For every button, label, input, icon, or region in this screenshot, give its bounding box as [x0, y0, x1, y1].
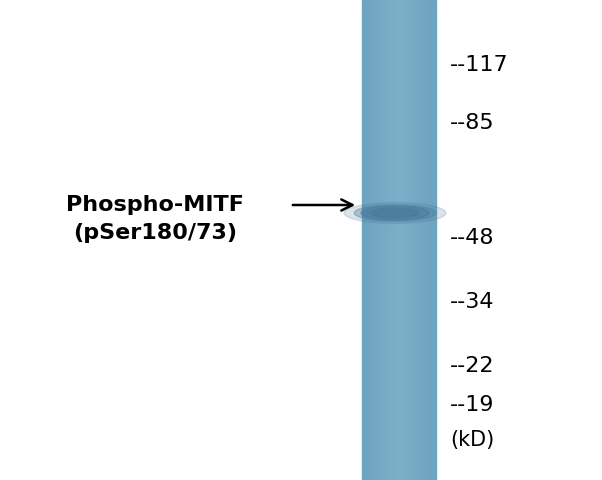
Bar [429, 0, 430, 480]
Text: --22: --22 [450, 356, 494, 376]
Bar [425, 0, 426, 480]
Bar [377, 0, 378, 480]
Bar [386, 0, 387, 480]
Bar [418, 0, 420, 480]
Ellipse shape [354, 204, 436, 221]
Bar [384, 0, 385, 480]
Bar [374, 0, 375, 480]
Bar [382, 0, 383, 480]
Bar [399, 0, 401, 480]
Bar [388, 0, 389, 480]
Bar [392, 0, 394, 480]
Bar [365, 0, 366, 480]
Text: --19: --19 [450, 395, 494, 415]
Bar [430, 0, 432, 480]
Bar [397, 0, 398, 480]
Bar [393, 0, 394, 480]
Text: --34: --34 [450, 292, 494, 312]
Bar [381, 0, 383, 480]
Bar [372, 0, 373, 480]
Bar [409, 0, 411, 480]
Bar [367, 0, 368, 480]
Text: --85: --85 [450, 113, 495, 133]
Bar [375, 0, 376, 480]
Bar [371, 0, 373, 480]
Bar [385, 0, 386, 480]
Bar [402, 0, 403, 480]
Bar [432, 0, 433, 480]
Bar [415, 0, 417, 480]
Bar [427, 0, 429, 480]
Bar [373, 0, 374, 480]
Text: --117: --117 [450, 55, 509, 75]
Bar [379, 0, 380, 480]
Bar [408, 0, 409, 480]
Bar [397, 0, 399, 480]
Bar [365, 0, 367, 480]
Bar [399, 0, 400, 480]
Text: (kD): (kD) [450, 430, 494, 450]
Bar [362, 0, 364, 480]
Bar [369, 0, 371, 480]
Text: (pSer180/73): (pSer180/73) [73, 223, 237, 243]
Bar [409, 0, 410, 480]
Bar [429, 0, 431, 480]
Bar [420, 0, 422, 480]
Bar [413, 0, 415, 480]
Bar [426, 0, 427, 480]
Bar [402, 0, 403, 480]
Bar [411, 0, 412, 480]
Bar [416, 0, 417, 480]
Bar [423, 0, 424, 480]
Bar [424, 0, 426, 480]
Bar [404, 0, 405, 480]
Bar [380, 0, 382, 480]
Bar [434, 0, 435, 480]
Bar [383, 0, 385, 480]
Bar [367, 0, 369, 480]
Text: --48: --48 [450, 228, 494, 248]
Bar [421, 0, 423, 480]
Bar [411, 0, 413, 480]
Bar [389, 0, 391, 480]
Bar [390, 0, 392, 480]
Bar [376, 0, 377, 480]
Ellipse shape [344, 203, 446, 224]
Bar [433, 0, 435, 480]
Ellipse shape [361, 206, 429, 220]
Bar [427, 0, 428, 480]
Bar [379, 0, 380, 480]
Bar [403, 0, 405, 480]
Bar [406, 0, 407, 480]
Bar [396, 0, 397, 480]
Bar [388, 0, 390, 480]
Bar [364, 0, 365, 480]
Bar [420, 0, 421, 480]
Bar [386, 0, 388, 480]
Bar [417, 0, 418, 480]
Bar [377, 0, 379, 480]
Bar [405, 0, 406, 480]
Bar [370, 0, 371, 480]
Bar [418, 0, 419, 480]
Ellipse shape [371, 208, 419, 218]
Bar [394, 0, 396, 480]
Bar [432, 0, 433, 480]
Bar [422, 0, 424, 480]
Bar [414, 0, 415, 480]
Bar [412, 0, 414, 480]
Bar [363, 0, 364, 480]
Bar [407, 0, 408, 480]
Bar [391, 0, 393, 480]
Text: Phospho-MITF: Phospho-MITF [66, 195, 244, 215]
Bar [395, 0, 396, 480]
Bar [368, 0, 370, 480]
Bar [400, 0, 402, 480]
